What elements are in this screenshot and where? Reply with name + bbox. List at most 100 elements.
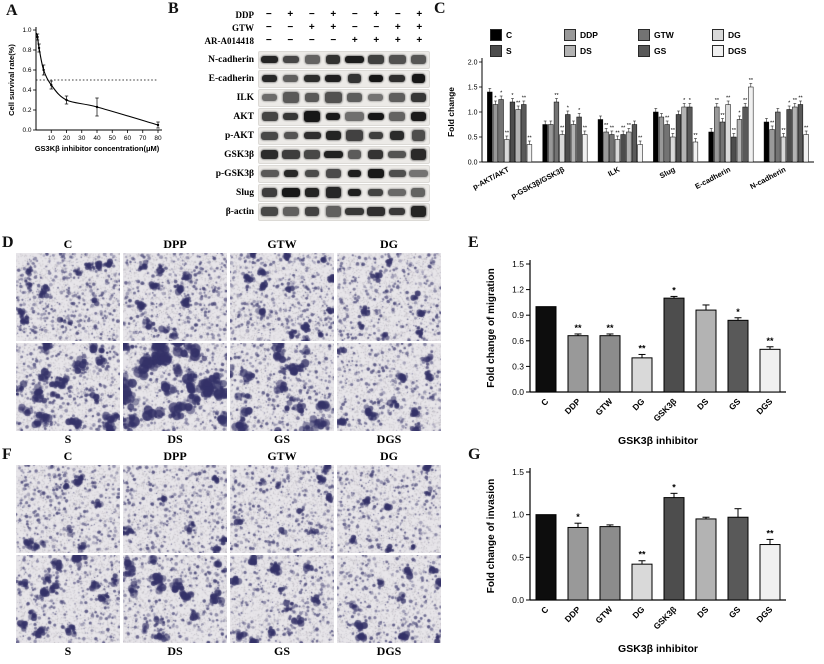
legend-item-DDP: DDP [564, 28, 638, 41]
blot-band [284, 131, 298, 140]
blot-band [368, 112, 384, 121]
blot-band [324, 150, 343, 159]
micro-col-label-GTW: GTW [267, 237, 297, 251]
blot-lane [302, 74, 323, 83]
c-sig: ** [615, 131, 620, 137]
c-bar-DGS [748, 86, 754, 163]
blot-lane [387, 54, 408, 65]
blot-lane [344, 149, 365, 160]
c-bar-GS [576, 116, 582, 163]
chartE-x-tick: GS [727, 396, 743, 412]
blot-strip [258, 88, 430, 107]
chartE-x-tick: DGS [754, 396, 774, 416]
c-bar-DG [559, 134, 565, 163]
blot-lane [323, 131, 344, 140]
c-bar-DS [792, 106, 798, 163]
c-bar-S [509, 101, 516, 163]
blot-band [410, 206, 426, 217]
chartG-sig: * [576, 512, 580, 522]
c-sig: * [738, 111, 741, 117]
a-y-tick: 0.4 [22, 87, 31, 94]
chartE-bar-DGS [759, 348, 781, 393]
blot-band [369, 131, 383, 140]
legend-label: GS [654, 45, 667, 56]
chartE-bar-GSK3β [663, 297, 685, 393]
c-sig: ** [743, 98, 748, 104]
c-sig: ** [505, 131, 510, 137]
blot-row-p-AKT: p-AKT [184, 126, 430, 145]
micrograph-DGS [337, 555, 441, 643]
chartE-bar-GTW [599, 335, 621, 393]
treatment-sign: + [416, 22, 423, 33]
c-sig: ** [610, 126, 615, 132]
chartG-x-tick: C [539, 604, 550, 615]
c-sig: ** [693, 133, 698, 139]
c-sig: ** [522, 96, 527, 102]
blot-lane [323, 92, 344, 103]
legend-swatch [564, 44, 576, 57]
blot-lane [408, 73, 429, 84]
treatment-sign: + [416, 35, 423, 46]
c-bar-DGS [582, 134, 588, 163]
c-bar-GTW [719, 121, 726, 163]
treatment-sign: + [330, 22, 337, 33]
blot-band [347, 149, 362, 160]
c-bar-DDP [548, 124, 554, 163]
blot-band [325, 169, 341, 178]
blot-lane [302, 55, 323, 64]
blot-lane [302, 206, 323, 217]
blot-label: E-cadherin [208, 73, 254, 84]
micrograph-DS [123, 343, 227, 431]
legend-swatch [490, 44, 502, 57]
blot-lane [365, 150, 386, 159]
micrograph-GTW [230, 465, 334, 553]
panel-b-label: B [168, 0, 179, 17]
micro-col-label-DGS: DGS [376, 432, 402, 446]
blot-lane [408, 93, 429, 102]
treatment-sign: + [373, 35, 380, 46]
blot-band [281, 187, 301, 198]
legend-label: DG [728, 29, 741, 40]
c-bar-DGS [526, 144, 533, 163]
micrograph-DPP [123, 465, 227, 553]
micrograph-DS [123, 555, 227, 643]
blot-lane [344, 112, 365, 121]
blot-label: Slug [236, 187, 254, 198]
c-bar-DG [780, 136, 787, 163]
blot-lane [387, 130, 408, 141]
chartE-bar-DS [695, 309, 717, 393]
micrograph-DG [337, 465, 441, 553]
panel-c-legend: C S DDP DS GTW GS DG DGS [490, 28, 786, 57]
c-sig: ** [793, 98, 798, 104]
blot-band [261, 131, 278, 140]
micro-col-label-DPP: DPP [163, 237, 187, 251]
c-bar-GS [742, 106, 748, 163]
treatment-sign: − [265, 22, 272, 33]
blot-lane [259, 169, 280, 178]
blot-band [261, 112, 278, 121]
micrograph-DG [337, 253, 441, 341]
a-x-tick: 20 [63, 135, 71, 142]
blot-band [304, 111, 321, 122]
blot-band [347, 170, 362, 177]
treatment-signs: − − + + − − + + [258, 22, 430, 33]
treatment-sign: + [330, 9, 337, 20]
blot-lane [280, 75, 301, 82]
chartE-x-tick: GTW [593, 396, 615, 418]
blot-lane [365, 94, 386, 101]
invasion-bar-chart: 0.0 0.5 1.0 1.5 Fold change of invasion C * DDP… [486, 467, 786, 655]
chartE-bar-DG [631, 357, 653, 393]
chartE-y-tick: 0.0 [512, 387, 524, 397]
blot-row-N-cadherin: N-cadherin [184, 50, 430, 69]
micrograph-C [16, 253, 120, 341]
c-bar-GTW [553, 101, 560, 163]
a-y-tick: 0.2 [22, 107, 31, 114]
blot-lane [387, 170, 408, 177]
blot-band [366, 206, 385, 217]
blot-lane [344, 170, 365, 177]
blot-band [348, 73, 362, 84]
c-sig: ** [715, 98, 720, 104]
western-blot-rows: N-cadherin E-cadherin ILK AKT p-AKT GSK3β p-GS… [184, 50, 430, 221]
c-sig: ** [749, 78, 754, 84]
blot-lane [365, 54, 386, 65]
